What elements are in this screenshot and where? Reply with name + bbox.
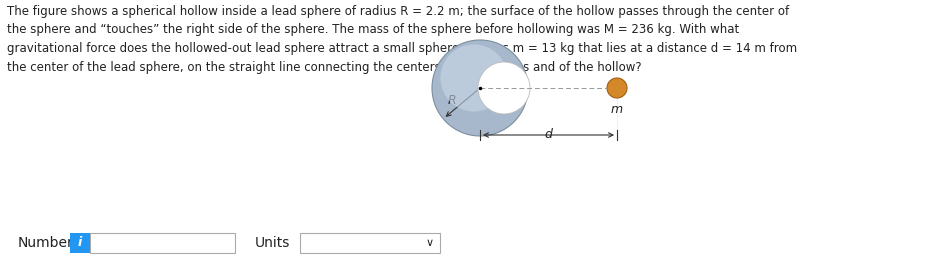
Circle shape [607,78,627,98]
Text: Number: Number [18,236,74,250]
Circle shape [478,62,530,114]
Text: Units: Units [255,236,291,250]
Text: The figure shows a spherical hollow inside a lead sphere of radius R = 2.2 m; th: The figure shows a spherical hollow insi… [7,5,797,73]
Text: i: i [78,236,82,250]
Circle shape [441,44,507,112]
Text: R: R [447,93,457,106]
Circle shape [432,40,528,136]
Text: ∨: ∨ [426,238,434,248]
Bar [90,233,235,253]
Text: d: d [544,128,553,141]
Bar [300,233,440,253]
Text: m: m [611,103,623,116]
Bar [70,233,90,253]
